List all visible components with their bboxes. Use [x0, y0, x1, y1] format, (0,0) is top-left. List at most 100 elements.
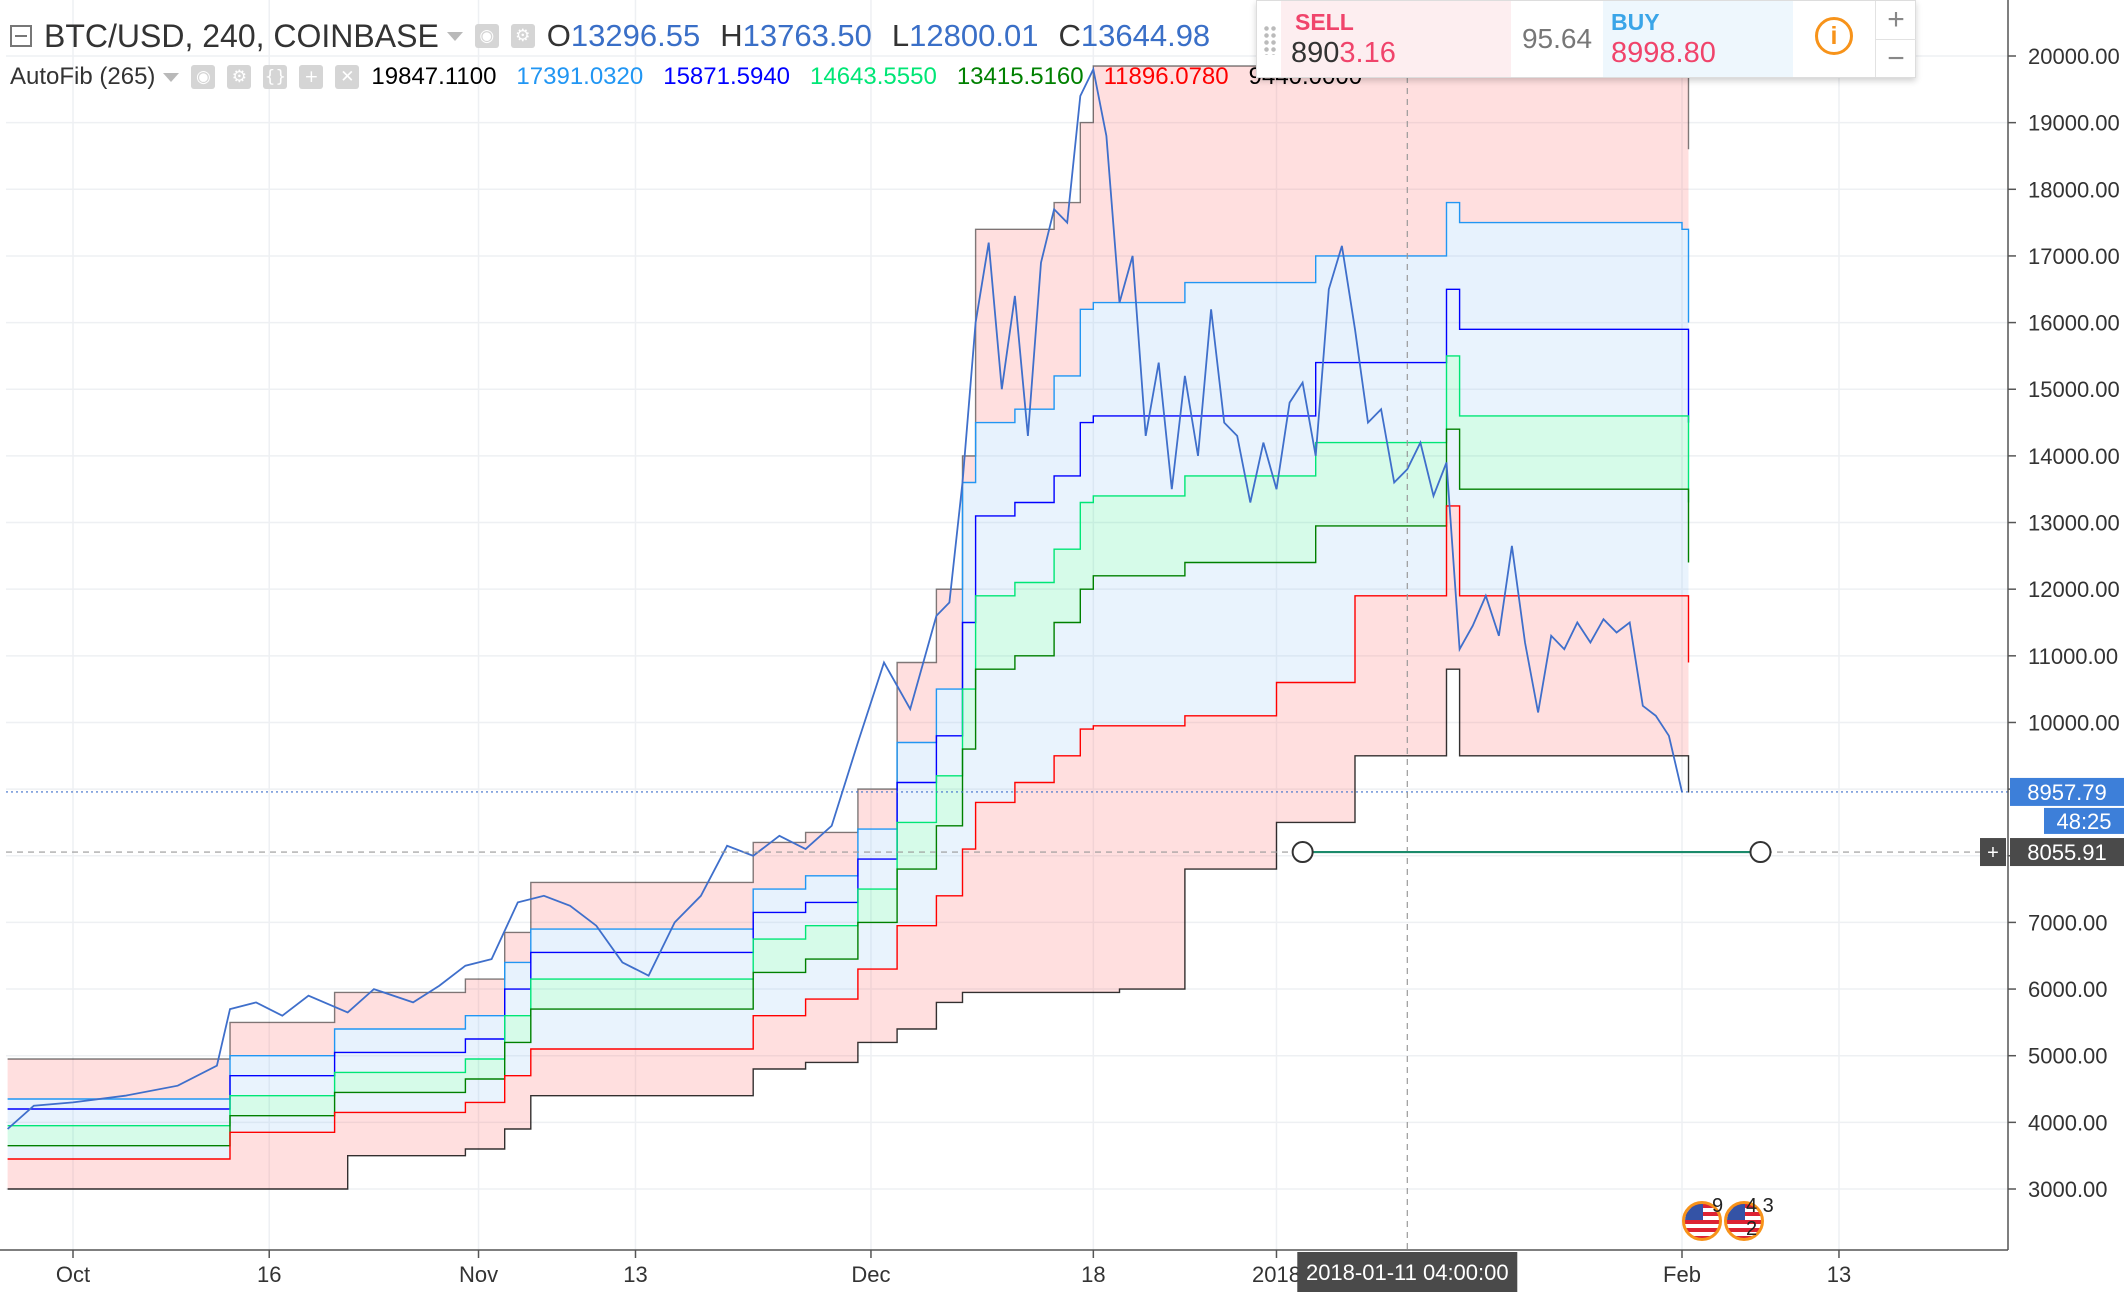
crosshair-price-badge: [2010, 838, 2124, 867]
chart-legend-header: BTC/USD, 240, COINBASE ◉ ⚙ O13296.55 H137…: [0, 0, 1362, 90]
x-tick-label: 13: [1827, 1262, 1851, 1287]
y-tick-label: 17000.00: [2028, 244, 2120, 269]
line-handle-start: [1291, 841, 1314, 864]
chart-grid: [6, 0, 2008, 1250]
price-line: [7, 66, 1683, 1130]
ohlc-values: O13296.55 H13763.50 L12800.01 C13644.98: [547, 18, 1210, 54]
ohlc-c: C13644.98: [1058, 18, 1211, 53]
y-tick-label: 19000.00: [2028, 111, 2120, 136]
crosshair-price-label: 8055.91: [2027, 840, 2107, 865]
x-tick-label: 16: [257, 1262, 281, 1287]
fib-line-l5: [7, 355, 1690, 1127]
eye-icon[interactable]: ◉: [191, 65, 216, 89]
crosshair-plus-label: +: [1987, 842, 1999, 864]
ohlc-o: O13296.55: [546, 18, 701, 53]
fib-fill-bottom: [7, 505, 1689, 1189]
y-tick-label: 5000.00: [2028, 1044, 2108, 1069]
fib-level-value: 14643.5550: [810, 63, 937, 90]
y-tick-label: 12000.00: [2028, 577, 2120, 602]
x-tick-label: Feb: [1663, 1262, 1701, 1287]
x-tick-label: 2018: [1252, 1262, 1301, 1287]
buy-label: BUY: [1611, 9, 1660, 35]
x-tick-label: Dec: [851, 1262, 890, 1287]
line-handle-end: [1749, 841, 1772, 864]
remove-icon[interactable]: ✕: [335, 65, 360, 89]
fib-fill-786: [7, 202, 1689, 1110]
events-count-label: 9: [1712, 1195, 1724, 1217]
zoom-in-button[interactable]: +: [1887, 3, 1905, 36]
indicator-row: AutoFib (265) ◉ ⚙ {} + ✕ 19847.1100 17391…: [10, 60, 1362, 94]
buy-price: 8998.80: [1611, 37, 1716, 69]
fib-line-l382: [7, 428, 1690, 1147]
fib-level-value: 13415.5160: [956, 63, 1084, 90]
crosshair-time-label: 2018-01-11 04:00:00: [1306, 1260, 1509, 1285]
y-tick-label: 7000.00: [2028, 910, 2108, 935]
x-tick-label: 13: [623, 1262, 647, 1287]
fib-level-value: 19847.1100: [371, 63, 497, 90]
drag-handle-icon[interactable]: [1263, 25, 1277, 55]
trade-widget: SELL 8903.16 95.64 BUY 8998.80 i + −: [1256, 0, 1916, 78]
eye-icon[interactable]: ◉: [474, 24, 499, 48]
crosshair-time-badge: [1297, 1252, 1518, 1292]
y-tick-label: 10000.00: [2028, 710, 2120, 735]
gear-icon[interactable]: ⚙: [510, 24, 535, 48]
fib-level-value: 17391.0320: [516, 63, 644, 90]
gear-icon[interactable]: ⚙: [227, 65, 252, 89]
ohlc-h: H13763.50: [720, 18, 872, 53]
chart-overlays: [6, 0, 2008, 1250]
source-code-icon[interactable]: {}: [263, 65, 288, 89]
y-tick-label: 4000.00: [2028, 1110, 2108, 1135]
indicator-name[interactable]: AutoFib (265): [10, 63, 156, 90]
buy-button[interactable]: BUY 8998.80: [1603, 1, 1793, 77]
y-tick-label: 18000.00: [2028, 177, 2120, 202]
ohlc-l: L12800.01: [891, 18, 1039, 53]
y-tick-label: 6000.00: [2028, 977, 2108, 1002]
fib-line-bottom: [7, 668, 1690, 1190]
y-tick-label: 16000.00: [2028, 311, 2120, 336]
x-tick-label: Oct: [56, 1262, 90, 1287]
fib-line-l618: [7, 288, 1690, 1110]
events-count-label: 4 3 2: [1746, 1195, 1774, 1240]
us-flag-icon: [1682, 1201, 1722, 1241]
y-tick-label: 13000.00: [2028, 511, 2120, 536]
y-tick-label: 3000.00: [2028, 1177, 2108, 1202]
add-icon[interactable]: +: [299, 65, 324, 89]
y-tick-label: 20000.00: [2028, 44, 2120, 69]
y-tick-label: 11000.00: [2028, 644, 2118, 669]
fib-line-l236: [7, 505, 1690, 1160]
info-icon[interactable]: i: [1815, 17, 1853, 55]
fib-fill-top: [7, 66, 1689, 1099]
fib-lines: [7, 65, 1690, 1190]
fib-line-top: [7, 65, 1690, 1060]
sell-label: SELL: [1295, 9, 1354, 35]
fib-level-value: 15871.5940: [663, 63, 791, 90]
fib-fill-618: [7, 289, 1689, 1126]
indicator-caret-icon[interactable]: [163, 72, 180, 82]
collapse-legend-button[interactable]: [10, 25, 32, 47]
trade-zoom-controls: + −: [1875, 1, 1916, 77]
sell-price: 8903.16: [1291, 37, 1396, 69]
us-flag-icon: [1724, 1201, 1764, 1241]
fib-values: 19847.1100 17391.0320 15871.5940 14643.5550…: [371, 63, 1362, 91]
last-price-label: 8957.79: [2027, 780, 2107, 805]
symbol-row: BTC/USD, 240, COINBASE ◉ ⚙ O13296.55 H137…: [10, 16, 1210, 56]
countdown-badge: [2044, 807, 2124, 834]
x-tick-label: Nov: [459, 1262, 498, 1287]
spread-value: 95.64: [1521, 23, 1593, 54]
fib-level-value: 11896.0780: [1103, 63, 1229, 90]
countdown-label: 48:25: [2056, 809, 2111, 834]
economic-events-marker[interactable]: 9 4 3 2: [1670, 1195, 1790, 1245]
symbol-caret-icon[interactable]: [446, 31, 463, 41]
last-price-badge: [2010, 777, 2124, 806]
y-tick-label: 15000.00: [2028, 377, 2120, 402]
y-tick-label: 14000.00: [2028, 444, 2120, 469]
crosshair-add-button: [1980, 838, 2006, 867]
sell-button[interactable]: SELL 8903.16: [1281, 1, 1511, 77]
symbol-title[interactable]: BTC/USD, 240, COINBASE: [44, 17, 439, 54]
zoom-out-button[interactable]: −: [1876, 39, 1916, 78]
fib-fills: [7, 66, 1689, 1189]
x-tick-label: 18: [1081, 1262, 1105, 1287]
fib-fill-500: [7, 355, 1689, 1146]
